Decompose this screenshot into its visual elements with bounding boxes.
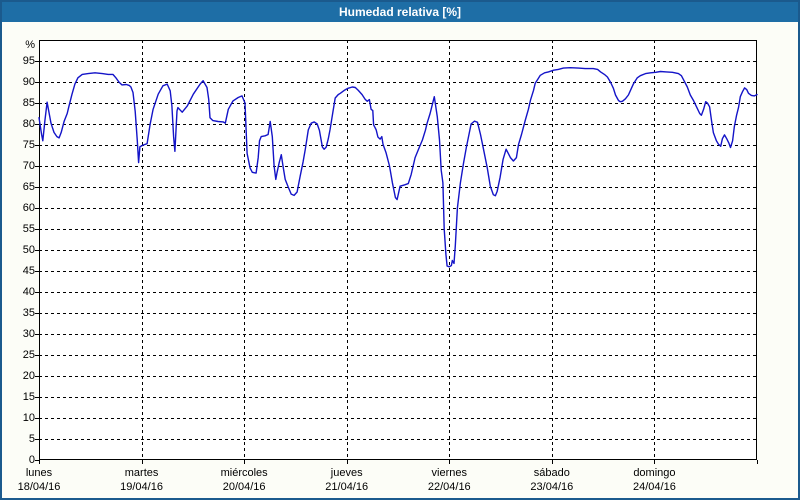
x-axis-label: viernes 22/04/16	[403, 466, 495, 494]
y-tick-label: 20	[22, 370, 35, 382]
x-axis-day-name: jueves	[330, 467, 363, 479]
humidity-line-chart	[35, 40, 758, 464]
x-axis-day-name: lunes	[25, 467, 53, 479]
y-tick-label: 85	[22, 97, 35, 109]
x-axis-date: 21/04/16	[325, 481, 369, 493]
y-tick-label: 35	[22, 307, 35, 319]
x-axis-day-name: domingo	[633, 467, 676, 479]
x-axis-day-name: sábado	[533, 467, 570, 479]
y-tick-label: 65	[22, 181, 35, 193]
y-axis-unit-label: %	[25, 39, 35, 51]
y-tick-label: 75	[22, 139, 35, 151]
y-tick-label: 70	[22, 160, 35, 172]
plot-background	[39, 40, 757, 460]
x-axis-label: lunes 18/04/16	[0, 466, 85, 494]
y-tick-label: 45	[22, 265, 35, 277]
y-tick-label: 80	[22, 118, 35, 130]
y-tick-label: 0	[28, 454, 35, 466]
x-axis-day-name: martes	[124, 467, 159, 479]
y-tick-label: 90	[22, 76, 35, 88]
x-axis-date: 20/04/16	[222, 481, 266, 493]
x-axis-label: martes 19/04/16	[96, 466, 188, 494]
y-tick-label: 55	[22, 223, 35, 235]
plot-border	[39, 40, 757, 460]
x-axis-date: 23/04/16	[530, 481, 574, 493]
x-axis-label: sábado 23/04/16	[506, 466, 598, 494]
chart-area: % 0 5 10 15 20 25 30 35 40 45 50 55 60 65 70 75 80 85 90 95…	[2, 22, 798, 498]
x-axis-label: domingo 24/04/16	[608, 466, 700, 494]
y-tick-label: 10	[22, 412, 35, 424]
x-axis-date: 22/04/16	[427, 481, 471, 493]
y-tick-label: 40	[22, 286, 35, 298]
x-axis-label: miércoles 20/04/16	[198, 466, 290, 494]
x-axis-day-name: miércoles	[220, 467, 268, 479]
x-axis-date: 18/04/16	[17, 481, 61, 493]
chart-title: Humedad relativa [%]	[338, 5, 462, 19]
y-tick-label: 95	[22, 55, 35, 67]
y-tick-label: 15	[22, 391, 35, 403]
x-axis-label: jueves 21/04/16	[301, 466, 393, 494]
y-tick-label: 50	[22, 244, 35, 256]
y-tick-label: 30	[22, 328, 35, 340]
x-axis-date: 24/04/16	[633, 481, 676, 493]
humidity-series-line	[38, 67, 758, 268]
x-axis-date: 19/04/16	[120, 481, 163, 493]
chart-title-bar: Humedad relativa [%]	[2, 2, 798, 22]
plot-area	[35, 40, 758, 464]
x-axis-day-name: viernes	[431, 467, 468, 479]
y-tick-label: 5	[28, 433, 35, 445]
y-tick-label: 60	[22, 202, 35, 214]
y-tick-label: 25	[22, 349, 35, 361]
